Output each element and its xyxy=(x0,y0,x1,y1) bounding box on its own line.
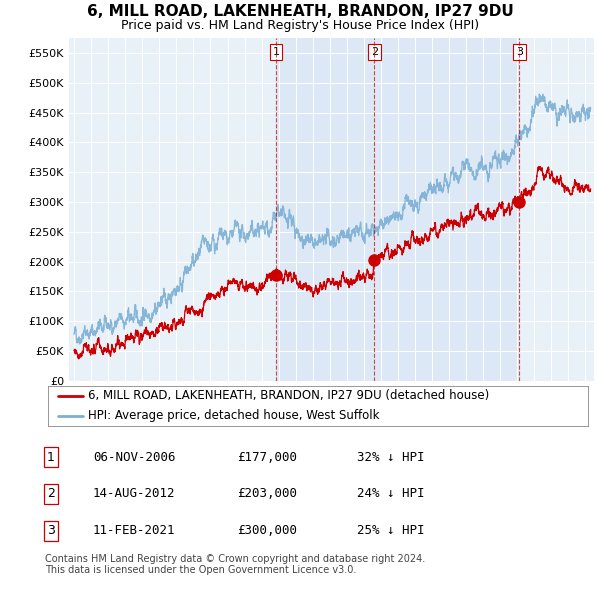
Text: 25% ↓ HPI: 25% ↓ HPI xyxy=(357,525,425,537)
Text: £300,000: £300,000 xyxy=(237,525,297,537)
Text: HPI: Average price, detached house, West Suffolk: HPI: Average price, detached house, West… xyxy=(89,409,380,422)
Text: 2: 2 xyxy=(371,47,378,57)
Text: 6, MILL ROAD, LAKENHEATH, BRANDON, IP27 9DU: 6, MILL ROAD, LAKENHEATH, BRANDON, IP27 … xyxy=(86,4,514,19)
Text: £203,000: £203,000 xyxy=(237,487,297,500)
Text: 06-NOV-2006: 06-NOV-2006 xyxy=(93,451,176,464)
Text: 3: 3 xyxy=(516,47,523,57)
Text: Contains HM Land Registry data © Crown copyright and database right 2024.
This d: Contains HM Land Registry data © Crown c… xyxy=(45,553,425,575)
Text: 1: 1 xyxy=(47,451,55,464)
Text: 11-FEB-2021: 11-FEB-2021 xyxy=(93,525,176,537)
Text: 32% ↓ HPI: 32% ↓ HPI xyxy=(357,451,425,464)
Text: 6, MILL ROAD, LAKENHEATH, BRANDON, IP27 9DU (detached house): 6, MILL ROAD, LAKENHEATH, BRANDON, IP27 … xyxy=(89,389,490,402)
Text: 3: 3 xyxy=(47,525,55,537)
Text: 2: 2 xyxy=(47,487,55,500)
Bar xyxy=(276,38,520,381)
Text: Price paid vs. HM Land Registry's House Price Index (HPI): Price paid vs. HM Land Registry's House … xyxy=(121,19,479,32)
Text: 24% ↓ HPI: 24% ↓ HPI xyxy=(357,487,425,500)
Text: 1: 1 xyxy=(272,47,280,57)
Text: 14-AUG-2012: 14-AUG-2012 xyxy=(93,487,176,500)
Text: £177,000: £177,000 xyxy=(237,451,297,464)
